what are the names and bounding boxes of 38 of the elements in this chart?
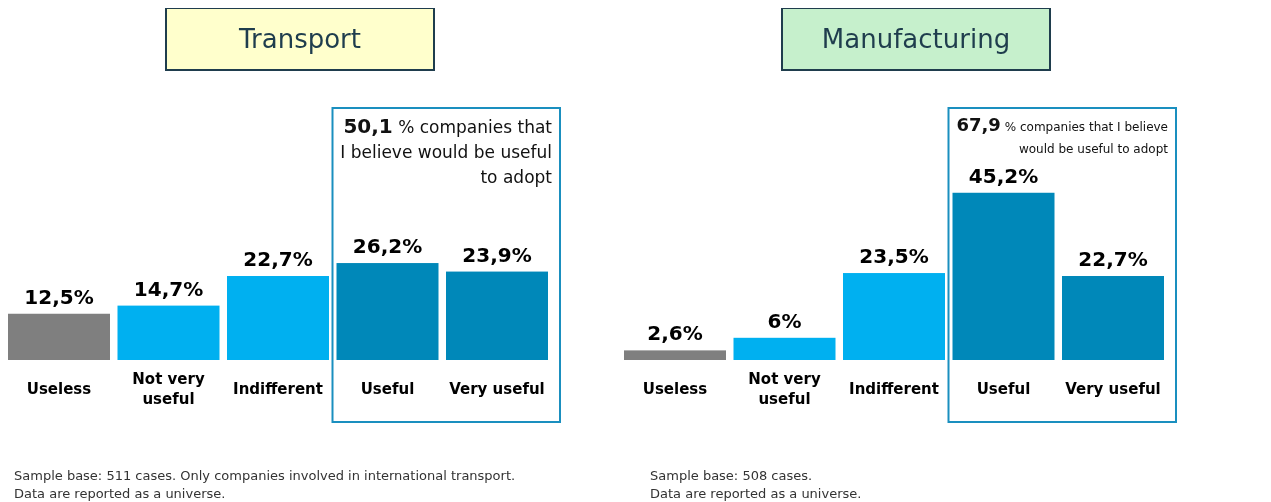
x-tick-label: Very useful xyxy=(449,380,545,398)
text: Sample base: 508 cases. xyxy=(650,468,813,483)
bar xyxy=(843,273,945,360)
text: Sample base: 511 cases. Only companies involved in international transport. xyxy=(14,468,516,483)
bar xyxy=(8,313,110,360)
bar xyxy=(733,337,836,360)
data-label: 23,9% xyxy=(462,242,532,267)
bar xyxy=(336,263,439,360)
data-label: 26,2% xyxy=(352,234,423,259)
x-tick-label: Useful xyxy=(976,380,1031,398)
x-tick-label: Useful xyxy=(360,380,415,398)
text: Data are reported as a universe. xyxy=(650,486,862,501)
x-tick-label: Useless xyxy=(642,380,708,398)
bar xyxy=(446,271,548,360)
x-tick-label: Very useful xyxy=(1065,380,1161,398)
chart-title: Transport xyxy=(237,24,362,54)
text: Data are reported as a universe. xyxy=(14,486,226,501)
data-label: 22,7% xyxy=(243,247,313,272)
text: 50,1 % companies that I believe would be useful to adopt xyxy=(339,114,552,189)
bar xyxy=(624,350,726,360)
bar xyxy=(1062,276,1164,360)
x-tick-label: Indifferent xyxy=(233,380,323,398)
data-label: 2,6% xyxy=(647,321,703,346)
x-tick-label: Indifferent xyxy=(849,380,939,398)
bar xyxy=(117,305,220,360)
x-tick-label: Useless xyxy=(26,380,92,398)
chart-title: Manufacturing xyxy=(821,24,1011,54)
data-label: 12,5% xyxy=(24,284,94,309)
data-label: 14,7% xyxy=(133,276,204,301)
data-label: 22,7% xyxy=(1078,247,1148,272)
data-label: 23,5% xyxy=(859,244,929,269)
data-label: 45,2% xyxy=(968,163,1039,188)
data-label: 6% xyxy=(767,308,802,333)
x-tick-label: Not very useful xyxy=(132,370,205,408)
text: 67,9 % companies that I believe would be useful to adopt xyxy=(955,114,1168,158)
bar xyxy=(227,276,329,360)
bar xyxy=(952,192,1055,360)
x-tick-label: Not very useful xyxy=(748,370,821,408)
